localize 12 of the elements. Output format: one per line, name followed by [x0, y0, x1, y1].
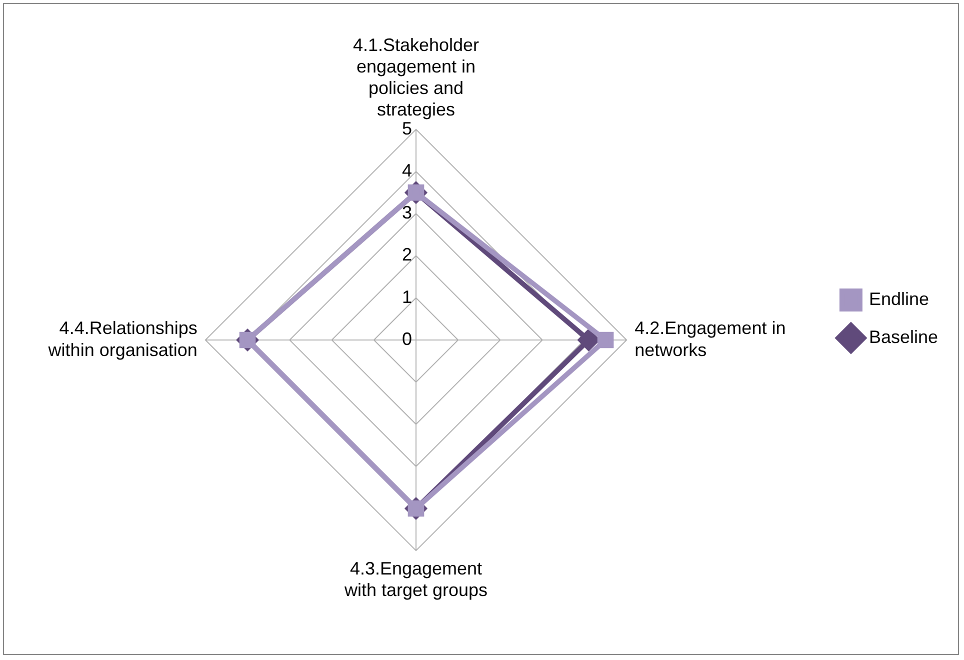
- y-tick-label: 1: [402, 286, 412, 307]
- legend-label: Endline: [868, 288, 929, 309]
- y-tick-label: 2: [402, 244, 412, 265]
- y-tick-label: 4: [402, 160, 412, 180]
- spoke-label: 4.4.Relationships within organisation: [47, 318, 198, 360]
- y-tick-label: 5: [402, 118, 412, 138]
- y-tick-label: 0: [402, 328, 412, 349]
- legend-label: Baseline: [868, 326, 938, 347]
- spoke-label: 4.3.Engagement with target groups: [343, 558, 488, 600]
- y-tick-label: 3: [402, 202, 412, 223]
- spoke-label: 4.2.Engagement in networks: [634, 318, 786, 360]
- spoke-label: 4.1.Stakeholder engagement in policies and strategies: [352, 34, 480, 120]
